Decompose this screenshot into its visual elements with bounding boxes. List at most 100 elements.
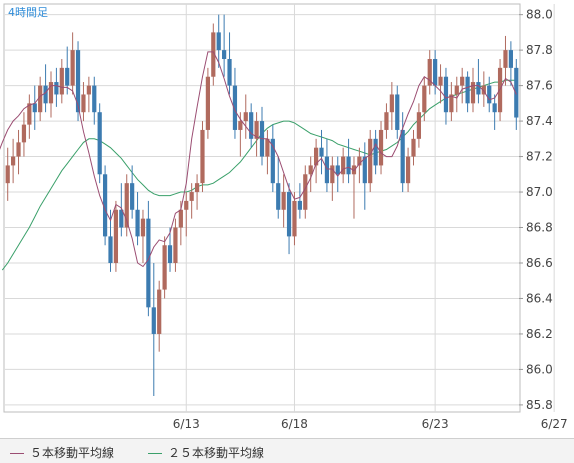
candles-layer xyxy=(5,14,519,397)
candle xyxy=(465,71,470,113)
candle xyxy=(411,129,416,166)
candle-body xyxy=(11,156,16,166)
candle xyxy=(97,103,102,184)
candle-body xyxy=(65,67,70,86)
candle-body xyxy=(470,82,476,104)
plot-area-border xyxy=(3,3,521,413)
candle xyxy=(27,94,32,139)
candle-body xyxy=(481,85,486,95)
candle-body xyxy=(286,192,292,237)
candle-body xyxy=(405,156,411,184)
candle-body xyxy=(335,165,340,175)
candle-body xyxy=(368,138,373,184)
candle xyxy=(422,76,427,122)
candle-body xyxy=(151,307,156,334)
candle xyxy=(102,165,108,246)
candle xyxy=(438,64,443,104)
candle xyxy=(16,129,21,175)
candle-body xyxy=(227,58,232,86)
x-tick-label: 6/13 xyxy=(173,417,200,431)
candle-body xyxy=(395,94,400,130)
candle-body xyxy=(130,183,135,210)
candle-body xyxy=(476,82,481,95)
legend-swatch-ma5 xyxy=(10,453,24,454)
candle xyxy=(167,227,173,272)
candle xyxy=(21,112,27,157)
y-tick-label: 87.8 xyxy=(526,43,553,57)
candle-body xyxy=(308,165,313,175)
candle-body xyxy=(140,218,146,237)
candle-body xyxy=(81,94,86,113)
candle xyxy=(449,82,454,122)
candle xyxy=(487,76,492,113)
candle-body xyxy=(249,112,254,139)
candle xyxy=(503,35,508,86)
candle-body xyxy=(341,156,346,175)
x-axis-ticks: 6/13 6/18 6/23 6/27 xyxy=(173,417,568,431)
candle xyxy=(113,200,119,272)
candle-body xyxy=(167,245,173,263)
candle xyxy=(389,82,394,130)
candle-body xyxy=(400,129,405,184)
candle-body xyxy=(27,103,32,125)
candle-body xyxy=(200,129,205,184)
candle xyxy=(140,209,146,263)
candle xyxy=(324,138,330,193)
y-tick-label: 87.0 xyxy=(526,185,553,199)
candle xyxy=(346,138,351,184)
candle-body xyxy=(346,156,351,175)
y-tick-label: 86.6 xyxy=(526,256,553,270)
candle-body xyxy=(48,82,54,104)
candle-body xyxy=(254,121,259,139)
candle-body xyxy=(16,142,21,157)
candle xyxy=(427,50,432,95)
candle-body xyxy=(38,85,43,113)
candle xyxy=(395,85,400,139)
candle xyxy=(130,165,135,219)
candle xyxy=(416,103,422,148)
candle-body xyxy=(503,50,508,68)
candle xyxy=(476,58,481,104)
candle-body xyxy=(465,76,470,104)
candle-body xyxy=(178,209,183,228)
candle xyxy=(11,138,16,184)
candle-body xyxy=(411,138,416,157)
candle xyxy=(254,112,259,157)
candle-body xyxy=(357,156,362,166)
candle xyxy=(308,156,313,193)
candle-body xyxy=(422,85,427,113)
candle xyxy=(173,218,178,272)
candle-body xyxy=(389,94,394,113)
candle xyxy=(32,85,37,130)
legend-label-ma25: ２５本移動平均線 xyxy=(168,446,265,460)
candle-body xyxy=(438,76,443,86)
x-tick-label: 6/27 xyxy=(541,417,568,431)
candle xyxy=(297,183,302,219)
candle xyxy=(75,41,81,122)
candle xyxy=(319,129,324,175)
candle-body xyxy=(330,165,335,184)
ma5-layer xyxy=(0,51,517,268)
ma25-layer xyxy=(1,79,517,271)
y-tick-label: 85.8 xyxy=(526,398,553,412)
candle-body xyxy=(173,227,178,263)
candle-body xyxy=(384,112,389,130)
candle-body xyxy=(162,245,167,290)
candle xyxy=(5,147,10,201)
candle xyxy=(433,50,438,95)
candle xyxy=(303,165,308,219)
candle xyxy=(373,129,378,175)
legend-label-ma5: ５本移動平均線 xyxy=(30,446,115,460)
candle xyxy=(270,124,275,193)
legend-item-ma25: ２５本移動平均線 xyxy=(148,444,264,461)
candle xyxy=(492,94,497,130)
candle xyxy=(124,174,129,237)
candle xyxy=(135,192,140,246)
candle xyxy=(368,129,373,193)
candle xyxy=(65,46,70,95)
ma25-line xyxy=(1,79,517,271)
candle xyxy=(59,58,64,104)
candle xyxy=(92,76,97,125)
candle-body xyxy=(205,76,210,130)
candle-body xyxy=(222,50,227,59)
